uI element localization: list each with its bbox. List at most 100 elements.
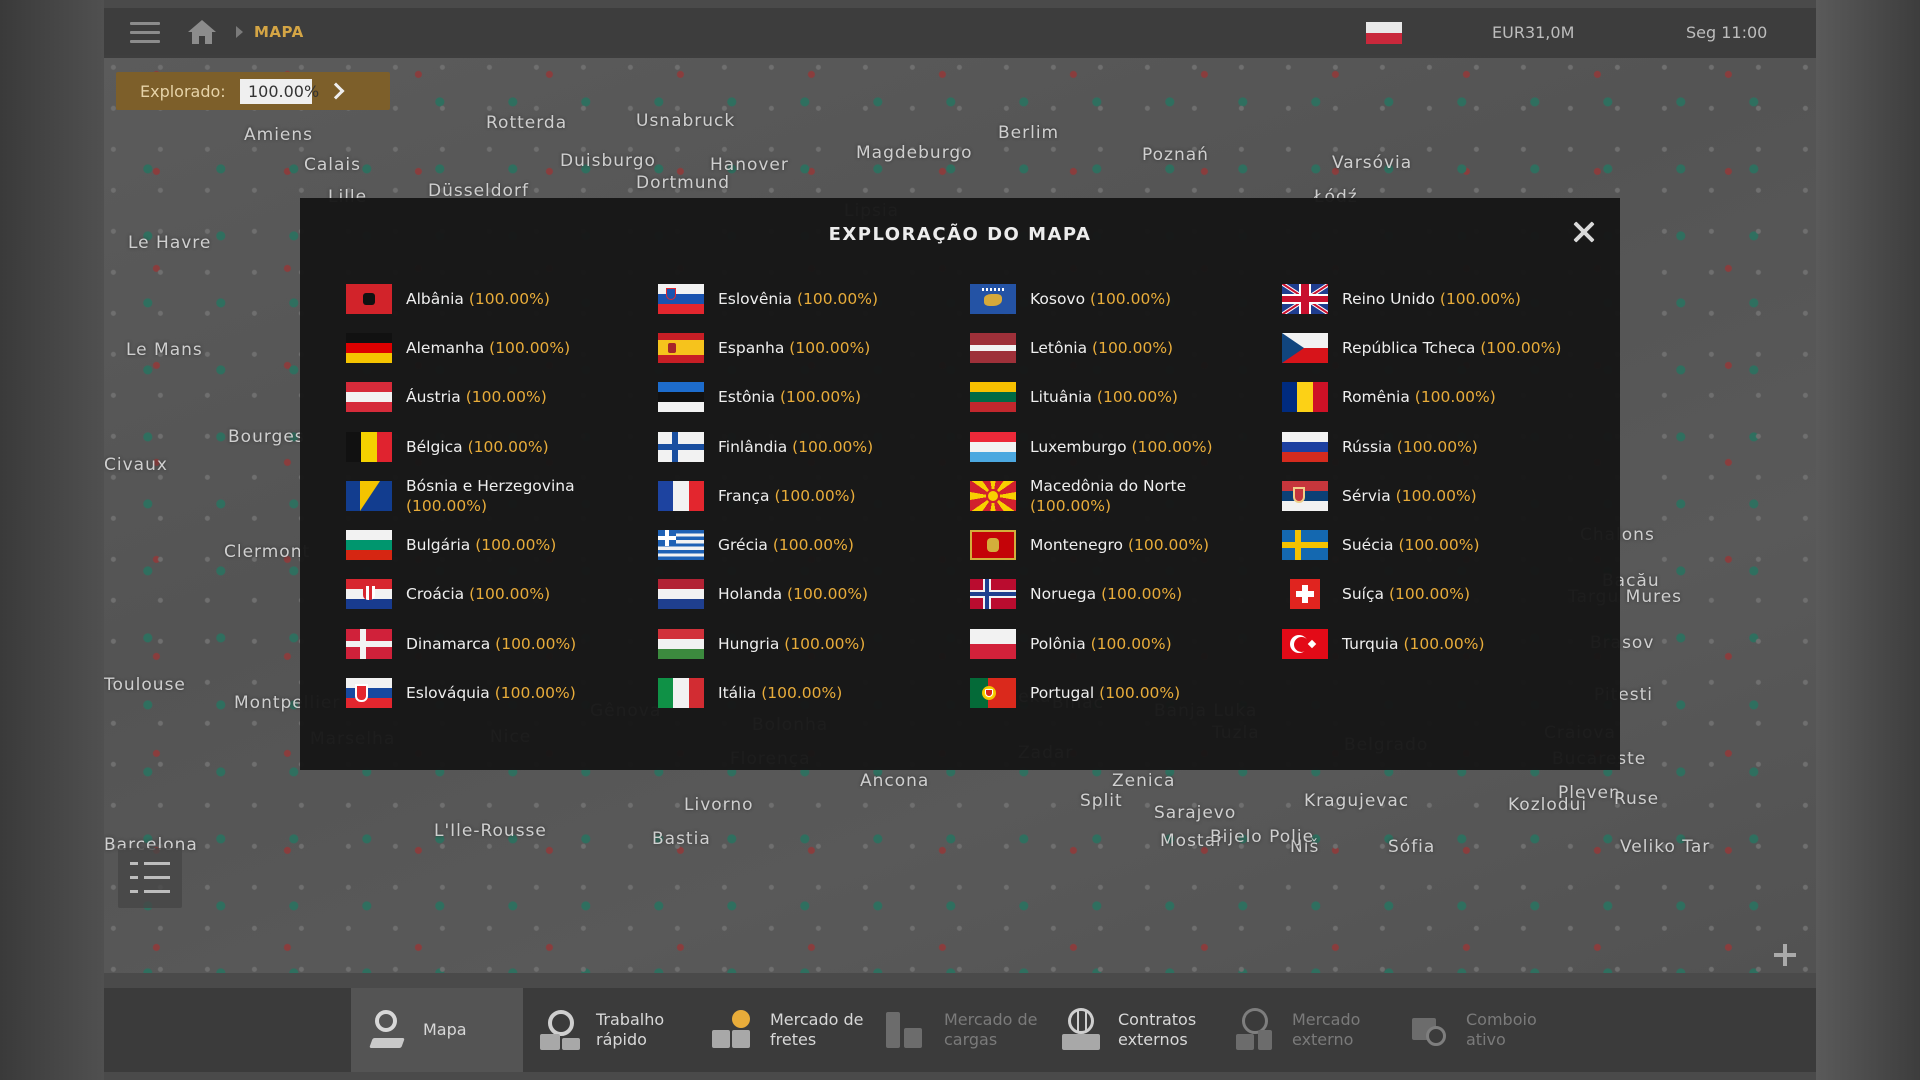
country-percentage: (100.00%) [1096, 388, 1178, 407]
map-city-label: Veliko Tar [1620, 837, 1711, 857]
breadcrumb-current[interactable]: MAPA [254, 23, 304, 41]
zoom-in-icon[interactable] [1774, 944, 1796, 966]
denmark-flag-icon [346, 628, 392, 659]
game-clock: Seg 11:00 [1686, 23, 1768, 42]
bulgaria-flag-icon [346, 530, 392, 561]
country-item-netherlands: Holanda (100.00%) [658, 570, 970, 619]
tab-external-market[interactable]: Mercado externo [1220, 988, 1392, 1072]
country-percentage: (100.00%) [1439, 289, 1521, 308]
tab-stopwatch[interactable]: Trabalho rápido [524, 988, 696, 1072]
estonia-flag-icon [658, 382, 704, 413]
country-text: Bósnia e Herzegovina (100.00%) [406, 476, 636, 516]
hamburger-menu-icon[interactable] [130, 22, 160, 44]
country-percentage: (100.00%) [1414, 388, 1496, 407]
country-item-greece: Grécia (100.00%) [658, 520, 970, 569]
map-city-label: Civaux [104, 455, 168, 475]
map-city-label: Zenica [1112, 771, 1176, 791]
map-city-label: Ruse [1614, 789, 1660, 809]
right-background-strip [1816, 0, 1920, 1080]
slovakia-flag-icon [346, 678, 392, 709]
country-text: Suécia (100.00%) [1342, 535, 1572, 555]
country-percentage: (100.00%) [1396, 437, 1478, 456]
country-name: Croácia [406, 585, 465, 604]
map-exploration-dialog: EXPLORAÇÃO DO MAPA Albânia (100.00%) Ale… [300, 198, 1620, 770]
tab-label: Mercado externo [1292, 1010, 1361, 1049]
tab-label: Comboio ativo [1466, 1010, 1537, 1049]
country-item-switzerland: Suíça (100.00%) [1282, 570, 1594, 619]
map-city-label: Düsseldorf [428, 181, 529, 201]
germany-flag-icon [346, 332, 392, 363]
norway-flag-icon [970, 579, 1016, 610]
country-name: Itália [718, 684, 757, 703]
map-city-label: L'Ile-Rousse [434, 821, 547, 841]
country-name: França [718, 486, 770, 505]
country-percentage: (100.00%) [465, 388, 547, 407]
montenegro-flag-icon [970, 530, 1016, 561]
country-text: Bulgária (100.00%) [406, 535, 636, 555]
country-percentage: (100.00%) [495, 634, 577, 653]
map-city-label: Calais [304, 155, 362, 175]
united-kingdom-flag-icon [1282, 283, 1328, 314]
country-percentage: (100.00%) [774, 486, 856, 505]
dialog-title: EXPLORAÇÃO DO MAPA [828, 224, 1092, 245]
country-text: Montenegro (100.00%) [1030, 535, 1260, 555]
map-pin-icon [365, 1008, 409, 1052]
country-text: Rússia (100.00%) [1342, 437, 1572, 457]
lithuania-flag-icon [970, 382, 1016, 413]
country-text: Albânia (100.00%) [406, 289, 636, 309]
country-item-austria: Áustria (100.00%) [346, 373, 658, 422]
tab-map-pin[interactable]: Mapa [351, 988, 523, 1072]
map-city-label: Niš [1290, 837, 1320, 857]
map-city-label: Usnabruck [636, 111, 736, 131]
country-name: Suíça [1342, 585, 1384, 604]
country-percentage: (100.00%) [784, 634, 866, 653]
country-percentage: (100.00%) [406, 496, 488, 515]
tab-globe-contracts[interactable]: Contratos externos [1046, 988, 1218, 1072]
country-name: Letônia [1030, 338, 1088, 357]
country-percentage: (100.00%) [1101, 585, 1183, 604]
map-city-label: Varsóvia [1332, 153, 1413, 173]
slovenia-flag-icon [658, 283, 704, 314]
map-city-label: Hanover [710, 155, 789, 175]
country-percentage: (100.00%) [475, 536, 557, 555]
portugal-flag-icon [970, 678, 1016, 709]
legend-list-icon[interactable] [118, 848, 182, 908]
external-market-icon [1234, 1008, 1278, 1052]
country-name: Áustria [406, 388, 461, 407]
country-item-germany: Alemanha (100.00%) [346, 323, 658, 372]
map-city-label: Bourges [228, 427, 305, 447]
tab-label: Mercado de cargas [944, 1010, 1038, 1049]
top-bar: MAPA EUR31,0M Seg 11:00 [104, 8, 1816, 58]
country-list: Albânia (100.00%) Alemanha (100.00%) Áus… [346, 274, 1596, 744]
country-name: Estônia [718, 388, 776, 407]
country-name: Alemanha [406, 338, 485, 357]
tab-freight-market[interactable]: Mercado de fretes [698, 988, 870, 1072]
country-name: Grécia [718, 536, 768, 555]
country-item-slovakia: Eslováquia (100.00%) [346, 668, 658, 717]
tab-cargo-market[interactable]: Mercado de cargas [872, 988, 1044, 1072]
tab-convoy[interactable]: Comboio ativo [1394, 988, 1566, 1072]
tab-label: Trabalho rápido [596, 1010, 665, 1049]
map-city-label: Magdeburgo [856, 143, 973, 163]
country-item-italy: Itália (100.00%) [658, 668, 970, 717]
close-icon[interactable] [1572, 220, 1596, 244]
country-name: Dinamarca [406, 634, 491, 653]
country-name: Hungria [718, 634, 780, 653]
country-text: Sérvia (100.00%) [1342, 486, 1572, 506]
country-text: Holanda (100.00%) [718, 584, 948, 604]
country-item-finland: Finlândia (100.00%) [658, 422, 970, 471]
country-percentage: (100.00%) [761, 684, 843, 703]
home-icon[interactable] [188, 20, 216, 46]
country-name: Eslovênia [718, 289, 792, 308]
map-city-label: Berlim [998, 123, 1060, 143]
country-percentage: (100.00%) [1092, 338, 1174, 357]
country-percentage: (100.00%) [1090, 634, 1172, 653]
country-item-turkey: Turquia (100.00%) [1282, 619, 1594, 668]
country-item-spain: Espanha (100.00%) [658, 323, 970, 372]
map-city-label: Rotterda [486, 113, 568, 133]
money-balance: EUR31,0M [1492, 23, 1575, 42]
country-text: Turquia (100.00%) [1342, 634, 1572, 654]
russia-flag-icon [1282, 431, 1328, 462]
country-text: Suíça (100.00%) [1342, 584, 1572, 604]
chevron-right-icon[interactable] [327, 82, 345, 100]
